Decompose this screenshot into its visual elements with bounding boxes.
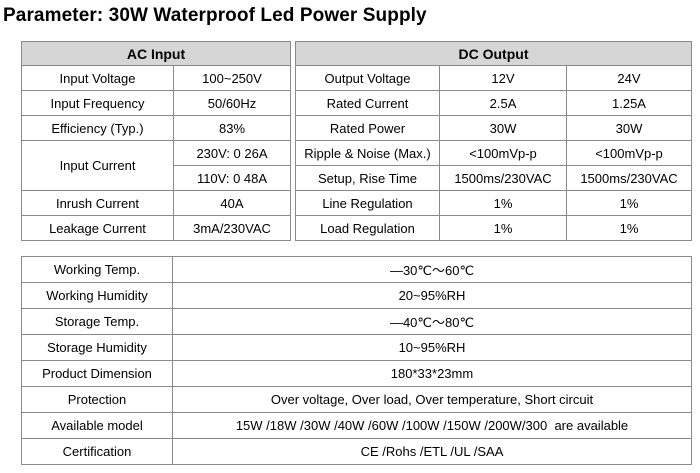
ac-input-header: AC Input [21, 41, 291, 66]
efficiency-value: 83% [173, 115, 291, 141]
rated-current-12v: 2.5A [439, 90, 567, 116]
rated-current-label: Rated Current [295, 90, 440, 116]
spec-value: 15W /18W /30W /40W /60W /100W /150W /200… [172, 412, 692, 439]
input-current-110v: 110V: 0 48A [173, 165, 291, 191]
ripple-noise-12v: <100mVp-p [439, 140, 567, 166]
spec-label: Available model [21, 412, 173, 439]
line-regulation-24v: 1% [566, 190, 692, 216]
input-voltage-value: 100~250V [173, 65, 291, 91]
leakage-current-value: 3mA/230VAC [173, 215, 291, 241]
inrush-current-value: 40A [173, 190, 291, 216]
general-specs-table: Working Temp. —30℃～60℃ Working Humidity … [21, 256, 692, 465]
output-voltage-12v: 12V [439, 65, 567, 91]
spec-value: 10~95%RH [172, 334, 692, 361]
setup-rise-time-label: Setup, Rise Time [295, 165, 440, 191]
spec-label: Working Humidity [21, 282, 173, 309]
setup-rise-time-12v: 1500ms/230VAC [439, 165, 567, 191]
load-regulation-12v: 1% [439, 215, 567, 241]
ripple-noise-label: Ripple & Noise (Max.) [295, 140, 440, 166]
spec-label: Storage Temp. [21, 308, 173, 335]
rated-power-24v: 30W [566, 115, 692, 141]
spec-value: 180*33*23mm [172, 360, 692, 387]
efficiency-label: Efficiency (Typ.) [21, 115, 174, 141]
line-regulation-12v: 1% [439, 190, 567, 216]
spec-label: Protection [21, 386, 173, 413]
load-regulation-24v: 1% [566, 215, 692, 241]
spec-value: —30℃～60℃ [172, 256, 692, 283]
rated-power-12v: 30W [439, 115, 567, 141]
spec-value: —40℃～80℃ [172, 308, 692, 335]
inrush-current-label: Inrush Current [21, 190, 174, 216]
dc-output-header: DC Output [295, 41, 692, 66]
input-current-label: Input Current [21, 140, 174, 191]
input-frequency-value: 50/60Hz [173, 90, 291, 116]
spec-label: Product Dimension [21, 360, 173, 387]
rated-power-label: Rated Power [295, 115, 440, 141]
ac-input-table: AC Input Input Voltage 100~250V Input Fr… [21, 41, 291, 241]
ripple-noise-24v: <100mVp-p [566, 140, 692, 166]
output-voltage-label: Output Voltage [295, 65, 440, 91]
spec-label: Storage Humidity [21, 334, 173, 361]
input-voltage-label: Input Voltage [21, 65, 174, 91]
line-regulation-label: Line Regulation [295, 190, 440, 216]
rated-current-24v: 1.25A [566, 90, 692, 116]
input-current-230v: 230V: 0 26A [173, 140, 291, 166]
page-title: Parameter: 30W Waterproof Led Power Supp… [3, 5, 427, 26]
spec-value: CE /Rohs /ETL /UL /SAA [172, 438, 692, 465]
dc-output-table: DC Output Output Voltage 12V 24V Rated C… [295, 41, 692, 241]
setup-rise-time-24v: 1500ms/230VAC [566, 165, 692, 191]
spec-label: Certification [21, 438, 173, 465]
spec-value: 20~95%RH [172, 282, 692, 309]
load-regulation-label: Load Regulation [295, 215, 440, 241]
spec-value: Over voltage, Over load, Over temperatur… [172, 386, 692, 413]
input-frequency-label: Input Frequency [21, 90, 174, 116]
leakage-current-label: Leakage Current [21, 215, 174, 241]
output-voltage-24v: 24V [566, 65, 692, 91]
spec-label: Working Temp. [21, 256, 173, 283]
